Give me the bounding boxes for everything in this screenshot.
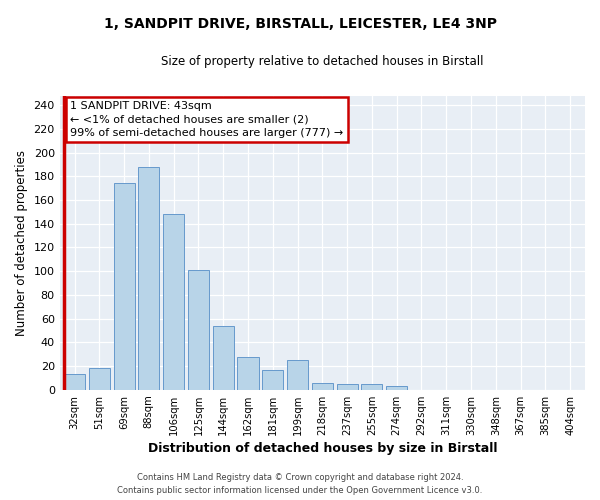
- Bar: [386, 386, 407, 390]
- X-axis label: Distribution of detached houses by size in Birstall: Distribution of detached houses by size …: [148, 442, 497, 455]
- Bar: [337, 384, 358, 390]
- Bar: [287, 360, 308, 390]
- Bar: [139, 166, 160, 390]
- Text: 1 SANDPIT DRIVE: 43sqm
← <1% of detached houses are smaller (2)
99% of semi-deta: 1 SANDPIT DRIVE: 43sqm ← <1% of detached…: [70, 102, 343, 138]
- Bar: [188, 270, 209, 390]
- Bar: [212, 326, 234, 390]
- Bar: [89, 368, 110, 390]
- Bar: [262, 370, 283, 390]
- Bar: [113, 184, 134, 390]
- Title: Size of property relative to detached houses in Birstall: Size of property relative to detached ho…: [161, 55, 484, 68]
- Bar: [163, 214, 184, 390]
- Bar: [238, 356, 259, 390]
- Y-axis label: Number of detached properties: Number of detached properties: [15, 150, 28, 336]
- Bar: [361, 384, 382, 390]
- Bar: [64, 374, 85, 390]
- Text: 1, SANDPIT DRIVE, BIRSTALL, LEICESTER, LE4 3NP: 1, SANDPIT DRIVE, BIRSTALL, LEICESTER, L…: [104, 18, 497, 32]
- Text: Contains HM Land Registry data © Crown copyright and database right 2024.
Contai: Contains HM Land Registry data © Crown c…: [118, 473, 482, 495]
- Bar: [312, 382, 333, 390]
